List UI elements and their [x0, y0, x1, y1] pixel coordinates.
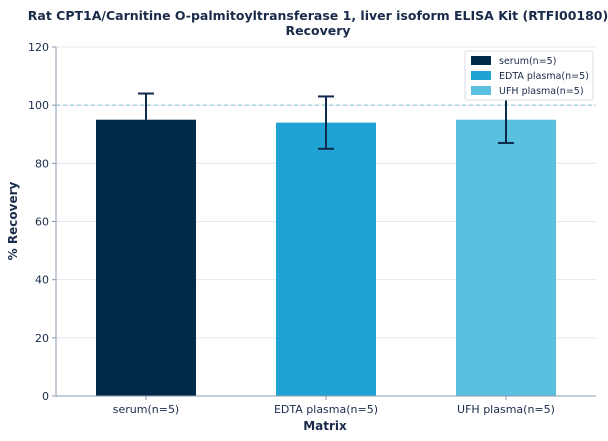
x-tick-label: UFH plasma(n=5) [457, 403, 555, 416]
legend-label: EDTA plasma(n=5) [499, 71, 589, 82]
y-tick-label: 80 [35, 157, 49, 170]
y-tick-label: 40 [35, 274, 49, 287]
legend-box [464, 50, 594, 101]
legend-label: serum(n=5) [499, 56, 556, 67]
bar [456, 119, 556, 396]
bars [96, 119, 556, 396]
x-tick-label: serum(n=5) [113, 403, 179, 416]
y-tick-label: 60 [35, 216, 49, 229]
legend: serum(n=5) EDTA plasma(n=5) UFH plasma(n=5… [464, 50, 594, 101]
chart-subtitle: Recovery [285, 23, 350, 38]
y-tick-label: 0 [42, 390, 49, 403]
legend-swatch [471, 86, 491, 95]
legend-swatch [471, 71, 491, 80]
x-ticks: serum(n=5) EDTA plasma(n=5) UFH plasma(n=5… [113, 396, 555, 416]
y-tick-label: 120 [28, 41, 49, 54]
y-tick-label: 100 [28, 99, 49, 112]
y-axis-label: % Recovery [6, 182, 20, 261]
x-tick-label: EDTA plasma(n=5) [274, 403, 378, 416]
legend-swatch [471, 56, 491, 65]
x-axis-label: Matrix [303, 419, 347, 433]
bar [276, 122, 376, 396]
y-tick-label: 20 [35, 332, 49, 345]
legend-label: UFH plasma(n=5) [499, 86, 584, 97]
bar [96, 119, 196, 396]
y-ticks: 0 20 40 60 80 100 120 [28, 41, 56, 403]
chart-title: Rat CPT1A/Carnitine O-palmitoyltransfera… [28, 8, 608, 23]
